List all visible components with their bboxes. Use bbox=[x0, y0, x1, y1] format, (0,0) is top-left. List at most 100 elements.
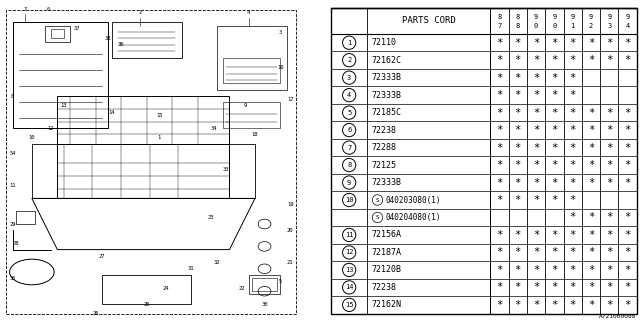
Text: *: * bbox=[515, 195, 521, 205]
Text: *: * bbox=[625, 265, 631, 275]
Text: 8: 8 bbox=[516, 23, 520, 29]
Text: *: * bbox=[570, 73, 576, 83]
Text: *: * bbox=[606, 230, 612, 240]
Bar bbox=[223, 102, 280, 128]
Text: 12: 12 bbox=[48, 125, 54, 131]
Text: 72110: 72110 bbox=[371, 38, 396, 47]
Text: *: * bbox=[606, 108, 612, 118]
Text: *: * bbox=[570, 160, 576, 170]
Text: *: * bbox=[588, 230, 594, 240]
Text: 3: 3 bbox=[279, 29, 282, 35]
Text: *: * bbox=[570, 282, 576, 292]
Text: 7: 7 bbox=[497, 23, 502, 29]
Bar bbox=[217, 26, 287, 90]
Text: *: * bbox=[515, 282, 521, 292]
Text: *: * bbox=[496, 247, 502, 257]
Text: *: * bbox=[570, 143, 576, 153]
Text: 72333B: 72333B bbox=[371, 178, 401, 187]
Text: *: * bbox=[515, 300, 521, 310]
Text: 8: 8 bbox=[497, 14, 502, 20]
Text: *: * bbox=[606, 55, 612, 65]
Text: *: * bbox=[551, 55, 557, 65]
Text: *: * bbox=[551, 265, 557, 275]
Text: PARTS CORD: PARTS CORD bbox=[402, 17, 456, 26]
Text: 3: 3 bbox=[607, 23, 611, 29]
Text: 72156A: 72156A bbox=[371, 230, 401, 239]
Text: 25: 25 bbox=[143, 301, 150, 307]
Text: *: * bbox=[533, 38, 539, 48]
Text: *: * bbox=[570, 212, 576, 222]
Text: 10: 10 bbox=[29, 135, 35, 140]
Text: 30: 30 bbox=[261, 301, 268, 307]
Text: 7: 7 bbox=[24, 7, 27, 12]
Text: *: * bbox=[625, 212, 631, 222]
Text: *: * bbox=[588, 265, 594, 275]
Text: *: * bbox=[533, 125, 539, 135]
Text: 33: 33 bbox=[223, 167, 230, 172]
Text: *: * bbox=[606, 300, 612, 310]
Text: 34: 34 bbox=[211, 125, 217, 131]
Text: *: * bbox=[551, 125, 557, 135]
Text: *: * bbox=[533, 230, 539, 240]
Text: *: * bbox=[588, 38, 594, 48]
Text: *: * bbox=[625, 38, 631, 48]
Text: 5: 5 bbox=[279, 279, 282, 284]
Text: 8: 8 bbox=[11, 93, 14, 99]
Text: *: * bbox=[625, 125, 631, 135]
Text: 8: 8 bbox=[347, 162, 351, 168]
Text: *: * bbox=[588, 160, 594, 170]
Text: 9: 9 bbox=[534, 14, 538, 20]
Text: *: * bbox=[515, 160, 521, 170]
Text: *: * bbox=[496, 282, 502, 292]
Bar bbox=[45, 26, 70, 42]
Text: *: * bbox=[533, 160, 539, 170]
Text: *: * bbox=[496, 178, 502, 188]
Text: *: * bbox=[625, 300, 631, 310]
Text: 72187A: 72187A bbox=[371, 248, 401, 257]
Text: S: S bbox=[376, 197, 380, 203]
Text: 72162C: 72162C bbox=[371, 56, 401, 65]
Text: 4: 4 bbox=[347, 92, 351, 98]
Bar bbox=[111, 22, 182, 58]
Text: *: * bbox=[533, 90, 539, 100]
Text: *: * bbox=[588, 247, 594, 257]
Text: *: * bbox=[551, 300, 557, 310]
Text: *: * bbox=[570, 90, 576, 100]
Text: 9: 9 bbox=[552, 14, 556, 20]
Text: 72333B: 72333B bbox=[371, 91, 401, 100]
Text: 9: 9 bbox=[625, 14, 630, 20]
Text: 6: 6 bbox=[46, 7, 49, 12]
Text: 1: 1 bbox=[347, 40, 351, 46]
Text: 9: 9 bbox=[570, 14, 575, 20]
Text: *: * bbox=[533, 247, 539, 257]
Text: *: * bbox=[588, 125, 594, 135]
Text: 1: 1 bbox=[157, 135, 161, 140]
Text: *: * bbox=[533, 178, 539, 188]
Text: *: * bbox=[606, 265, 612, 275]
Text: *: * bbox=[588, 55, 594, 65]
Text: 9: 9 bbox=[347, 180, 351, 186]
Bar bbox=[13, 22, 108, 128]
Text: 37: 37 bbox=[73, 26, 80, 31]
Text: *: * bbox=[570, 265, 576, 275]
Text: *: * bbox=[606, 212, 612, 222]
Text: 6: 6 bbox=[347, 127, 351, 133]
Text: 72162N: 72162N bbox=[371, 300, 401, 309]
Text: *: * bbox=[570, 230, 576, 240]
Text: 5: 5 bbox=[347, 110, 351, 116]
Text: 9: 9 bbox=[607, 14, 611, 20]
Text: *: * bbox=[588, 178, 594, 188]
Text: *: * bbox=[496, 73, 502, 83]
Text: *: * bbox=[625, 230, 631, 240]
Text: *: * bbox=[570, 195, 576, 205]
Text: *: * bbox=[533, 265, 539, 275]
Text: 72333B: 72333B bbox=[371, 73, 401, 82]
Text: 32: 32 bbox=[214, 260, 220, 265]
Text: *: * bbox=[515, 178, 521, 188]
Text: 1: 1 bbox=[570, 23, 575, 29]
Text: *: * bbox=[588, 108, 594, 118]
Text: *: * bbox=[570, 38, 576, 48]
Bar bbox=[248, 275, 280, 294]
Text: *: * bbox=[570, 247, 576, 257]
Text: *: * bbox=[588, 300, 594, 310]
